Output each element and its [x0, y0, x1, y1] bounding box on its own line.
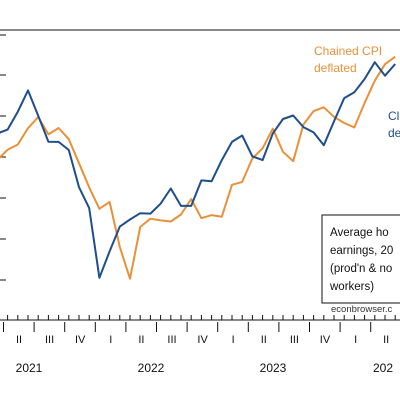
- series-line-cpi: [0, 61, 396, 279]
- note-box-frame: [321, 214, 400, 304]
- x-tick-label: IV: [320, 334, 331, 346]
- x-tick-label: III: [290, 334, 299, 346]
- series-layer: [0, 55, 396, 280]
- x-tick-label: I: [354, 334, 357, 346]
- x-year-label: 2022: [138, 361, 165, 375]
- x-axis-year-labels: 2021 2022 2023 202: [16, 361, 394, 375]
- orange-series-label-line1: Chained CPI: [314, 44, 382, 58]
- note-line-3: (prod'n & no: [330, 263, 392, 275]
- x-tick-label: II: [138, 334, 144, 346]
- x-tick-label: I: [109, 334, 112, 346]
- blue-series-label-line1: Cl: [388, 109, 399, 123]
- credit-text: econbrowser.c: [331, 304, 393, 315]
- note-line-2: earnings, 20: [330, 245, 393, 257]
- x-year-label: 2021: [16, 361, 43, 375]
- x-tick-label: I: [232, 334, 235, 346]
- x-tick-label: III: [167, 334, 176, 346]
- y-axis-ticks: [0, 34, 6, 281]
- x-axis-ticks: [3, 315, 396, 332]
- blue-series-label-line2: de: [388, 126, 400, 140]
- orange-series-label-line2: deflated: [314, 61, 357, 75]
- x-year-label: 202: [373, 361, 393, 375]
- x-tick-label: III: [45, 334, 54, 346]
- x-tick-label: II: [261, 334, 267, 346]
- x-axis-tick-labels: IIIIIIVIIIIIIIVIIIIIIIVIIIIII: [16, 334, 389, 346]
- x-tick-label: IV: [75, 334, 86, 346]
- note-line-1: Average ho: [330, 227, 389, 239]
- x-tick-label: IV: [197, 334, 208, 346]
- plot-frame: [0, 29, 400, 321]
- x-tick-label: II: [383, 334, 389, 346]
- note-line-4: workers): [329, 281, 374, 293]
- note-box: Average ho earnings, 20 (prod'n & no wor…: [321, 214, 400, 304]
- x-tick-label: II: [16, 334, 22, 346]
- x-year-label: 2023: [260, 361, 287, 375]
